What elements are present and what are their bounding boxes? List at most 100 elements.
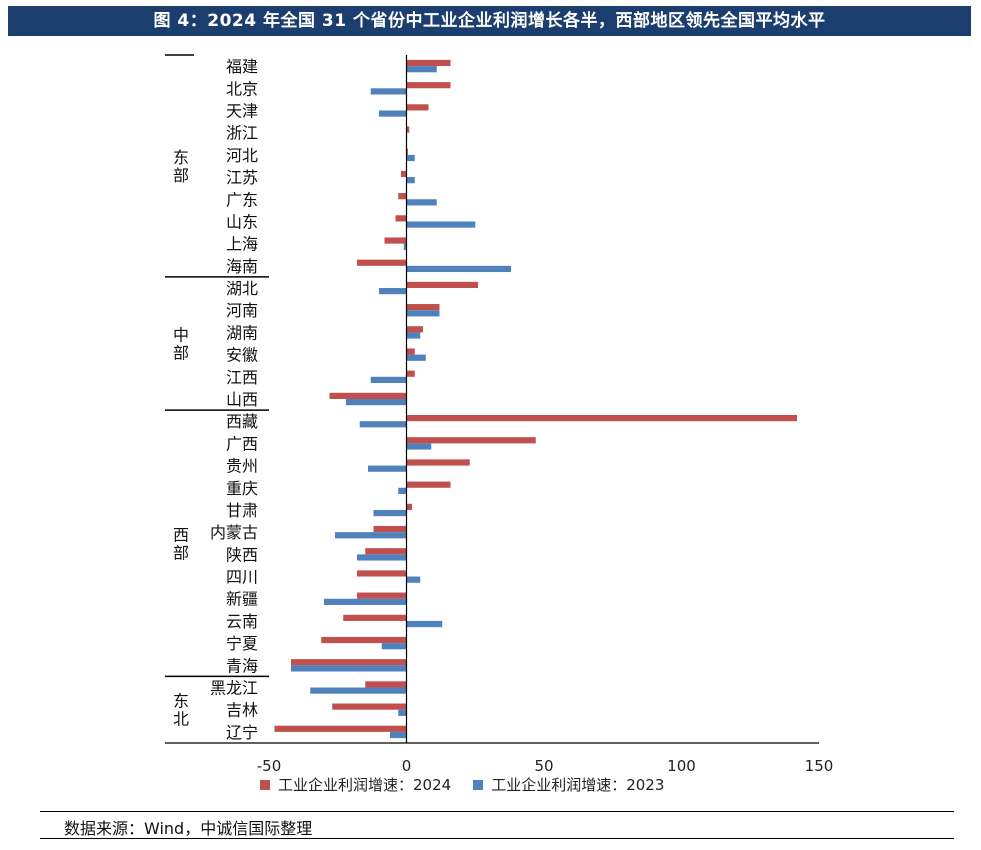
x-tick-label: -50 — [257, 757, 282, 775]
legend-swatch-2024 — [260, 779, 270, 790]
bar-2024-1 — [406, 82, 451, 89]
bar-2023-14 — [370, 376, 407, 384]
category-label: 四川 — [226, 568, 258, 587]
bar-2024-25 — [343, 614, 407, 621]
category-label: 新疆 — [226, 590, 258, 609]
bar-2023-11 — [406, 310, 440, 317]
bar-2023-17 — [406, 443, 432, 450]
bar-2023-26 — [381, 643, 407, 650]
category-label: 重庆 — [226, 479, 258, 498]
source-divider-bottom — [40, 838, 954, 839]
category-label: 黑龙江 — [210, 679, 258, 698]
legend: 工业企业利润增速：2024 工业企业利润增速：2023 — [260, 774, 664, 795]
bar-2023-2 — [379, 110, 407, 117]
bar-2024-30 — [274, 725, 407, 732]
bar-2024-20 — [406, 503, 412, 510]
source-divider-top — [40, 811, 954, 812]
bar-2023-19 — [398, 487, 407, 494]
x-tick-label: 100 — [667, 757, 696, 775]
bar-2024-2 — [406, 104, 429, 111]
bar-2023-18 — [368, 465, 407, 472]
bar-2024-14 — [406, 370, 415, 377]
category-label: 湖南 — [226, 323, 258, 342]
category-label: 西藏 — [226, 412, 258, 431]
group-label-0: 东部 — [173, 148, 189, 185]
source-note: 数据来源：Wind，中诚信国际整理 — [64, 819, 313, 838]
bar-2024-21 — [373, 525, 407, 533]
bar-2023-0 — [406, 66, 437, 73]
category-label: 山西 — [226, 390, 258, 409]
bar-2024-23 — [357, 570, 407, 577]
bar-2024-18 — [406, 459, 470, 466]
bar-2023-28 — [310, 687, 407, 694]
category-label: 青海 — [226, 656, 258, 675]
bar-2024-4 — [406, 148, 408, 155]
bar-2024-6 — [398, 193, 407, 200]
bar-2024-15 — [329, 392, 407, 399]
bar-2023-9 — [406, 265, 511, 273]
bar-2024-11 — [406, 304, 440, 311]
bar-2023-12 — [406, 332, 421, 339]
bar-2024-16 — [406, 414, 797, 422]
bar-2024-22 — [365, 548, 407, 555]
bar-2023-1 — [370, 88, 407, 95]
group-label-3: 东北 — [173, 692, 189, 729]
category-label: 浙江 — [226, 124, 258, 143]
category-label: 天津 — [226, 101, 258, 120]
bar-2023-8 — [403, 243, 407, 250]
bar-2023-5 — [406, 177, 415, 184]
category-label: 海南 — [226, 257, 258, 276]
category-label: 安徽 — [226, 346, 258, 365]
bar-2024-24 — [357, 592, 407, 599]
bar-2023-7 — [406, 221, 476, 228]
bar-2024-9 — [357, 259, 407, 266]
legend-item-2024: 工业企业利润增速：2024 — [260, 774, 451, 795]
category-label: 陕西 — [226, 545, 258, 564]
bar-2024-12 — [406, 326, 423, 333]
bar-2024-26 — [321, 636, 407, 644]
category-label: 江苏 — [226, 168, 258, 187]
category-label: 辽宁 — [226, 723, 258, 742]
category-label: 广东 — [226, 190, 258, 209]
bar-2023-6 — [406, 199, 437, 206]
bar-2023-13 — [406, 354, 426, 361]
bar-2024-27 — [291, 659, 407, 666]
bar-2024-10 — [406, 281, 478, 289]
category-label: 云南 — [226, 612, 258, 631]
x-tick-label: 150 — [805, 757, 834, 775]
category-label: 河北 — [226, 146, 258, 165]
bar-2023-23 — [406, 576, 421, 583]
bar-2024-3 — [406, 126, 410, 133]
bar-2024-29 — [332, 703, 407, 710]
bar-2023-22 — [357, 554, 407, 561]
category-label: 贵州 — [226, 457, 258, 476]
bar-2023-25 — [406, 620, 443, 628]
bar-2023-4 — [406, 154, 415, 162]
category-label: 江西 — [226, 368, 258, 387]
bar-2024-13 — [406, 348, 415, 355]
category-label: 广西 — [226, 434, 258, 453]
bar-2024-5 — [401, 170, 407, 178]
category-label: 福建 — [226, 57, 258, 76]
x-tick-label: 50 — [534, 757, 553, 775]
category-label: 甘肃 — [226, 501, 258, 520]
bar-2023-30 — [390, 731, 407, 739]
figure-title: 图 4：2024 年全国 31 个省份中工业企业利润增长各半，西部地区领先全国平… — [8, 6, 971, 36]
category-label: 吉林 — [226, 701, 258, 720]
bar-2023-24 — [324, 598, 407, 605]
bar-2023-20 — [373, 509, 407, 517]
x-tick-label: 0 — [402, 757, 412, 775]
legend-swatch-2023 — [473, 779, 484, 790]
category-label: 湖北 — [226, 279, 258, 298]
legend-label-2023: 工业企业利润增速：2023 — [491, 776, 665, 794]
bar-2024-0 — [406, 59, 451, 67]
category-label: 上海 — [226, 235, 258, 254]
category-label: 内蒙古 — [210, 523, 258, 542]
bar-2024-8 — [384, 237, 407, 244]
category-label: 宁夏 — [226, 634, 258, 653]
bar-2023-16 — [359, 421, 407, 428]
bar-2024-17 — [406, 437, 536, 444]
bar-2023-15 — [346, 399, 407, 406]
bar-2024-19 — [406, 481, 451, 488]
